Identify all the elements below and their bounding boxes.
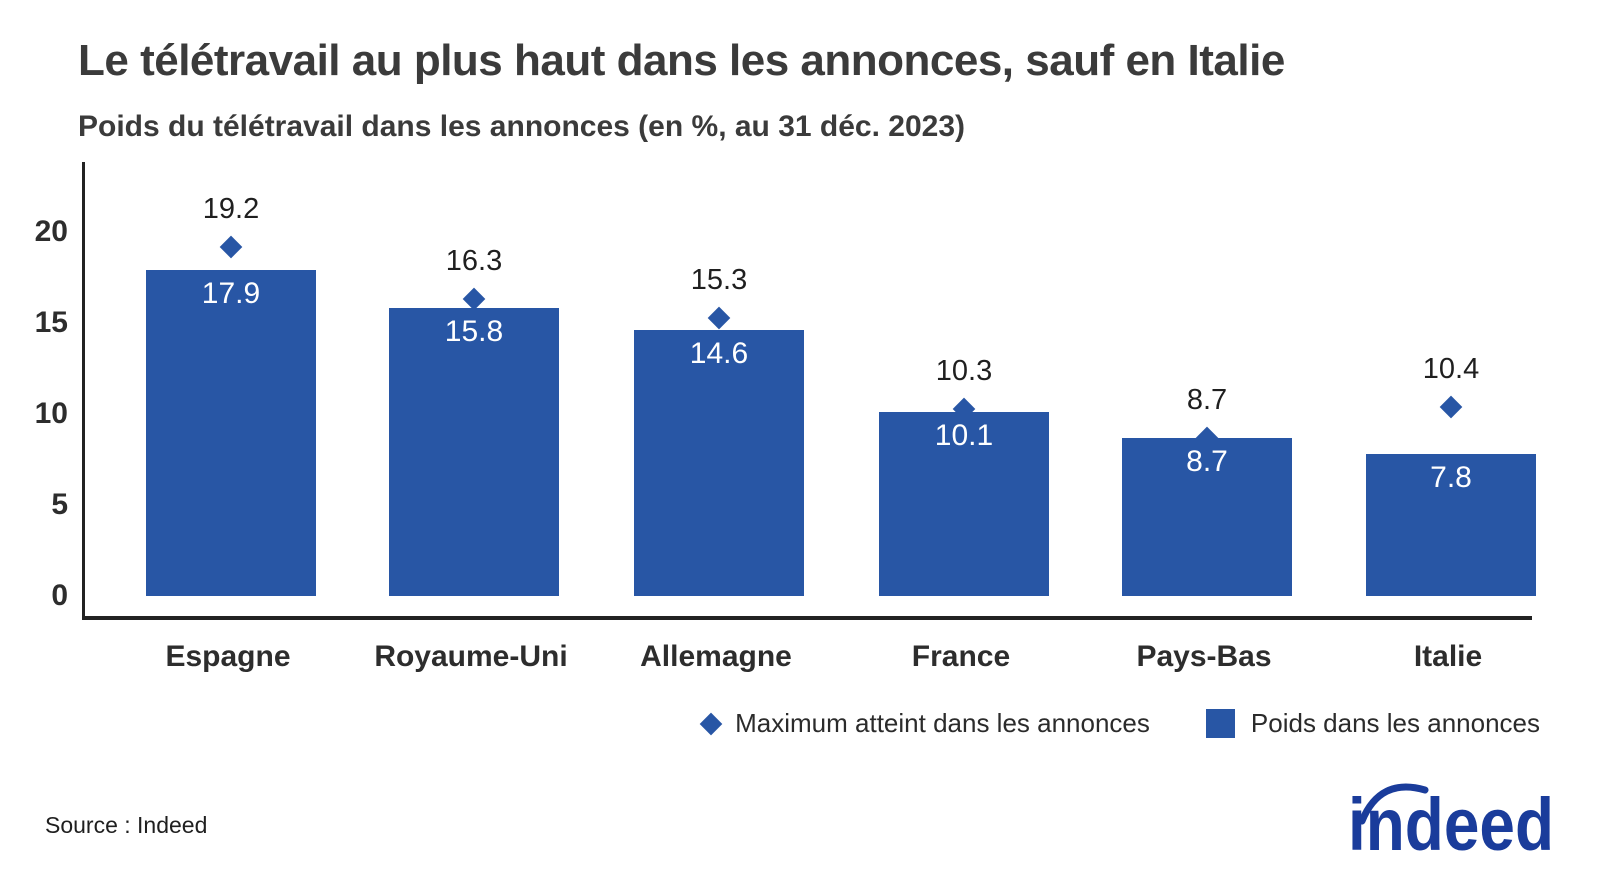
chart-title: Le télétravail au plus haut dans les ann… [78,36,1285,85]
y-axis-tick-label: 10 [34,397,68,430]
max-value-label: 8.7 [1186,383,1228,416]
bar-value-label: 17.9 [201,277,261,311]
category-label: Allemagne [640,640,792,673]
bar-value-label: 7.8 [1430,461,1472,495]
bar-value-label: 8.7 [1186,444,1228,478]
category-label: Espagne [165,640,291,673]
max-value-label: 15.3 [690,263,748,296]
category-label: Italie [1413,640,1483,673]
max-value-label: 10.4 [1422,352,1480,385]
y-axis-tick-label: 5 [51,488,68,521]
category-label: France [911,640,1011,673]
legend-item-maximum: Maximum atteint dans les annonces [699,708,1150,739]
max-marker-diamond [219,235,243,258]
poids-bar [1122,437,1292,596]
legend: Maximum atteint dans les annonces Poids … [699,708,1540,739]
bar-value-label: 14.6 [689,337,749,371]
square-marker-icon [1205,709,1235,738]
legend-item-poids: Poids dans les annonces [1205,708,1540,739]
max-marker-diamond [707,306,731,329]
chart-subtitle: Poids du télétravail dans les annonces (… [78,110,966,143]
max-marker-diamond [462,288,486,311]
poids-bar [146,270,316,596]
indeed-logo: indeed [1348,783,1554,864]
max-value-label: 19.2 [202,192,260,225]
category-label: Royaume-Uni [374,640,568,673]
legend-label-maximum: Maximum atteint dans les annonces [735,708,1150,738]
poids-bar [389,308,559,596]
max-value-label: 10.3 [935,354,993,387]
y-axis-tick-label: 0 [51,579,68,612]
poids-bar [879,412,1049,596]
bar-value-label: 15.8 [444,315,504,349]
poids-bar [1366,454,1536,596]
diamond-marker-icon [699,712,723,735]
max-marker-diamond [1439,395,1463,419]
poids-bar [634,330,804,596]
max-value-label: 16.3 [445,245,503,278]
category-label: Pays-Bas [1136,640,1272,673]
logo-swoosh-icon [1358,783,1429,825]
legend-label-poids: Poids dans les annonces [1250,708,1540,738]
y-axis-tick-label: 15 [34,306,68,339]
y-axis-tick-label: 20 [34,215,68,248]
plot-area: 17.9 19.2 15.8 16.3 14.6 15.3 10.1 10.3 8.7 8.7 7.… [82,162,1536,620]
source-text: Source : Indeed [45,812,208,838]
bar-value-label: 10.1 [934,419,994,453]
logo-wordmark: indeed [1348,783,1554,864]
